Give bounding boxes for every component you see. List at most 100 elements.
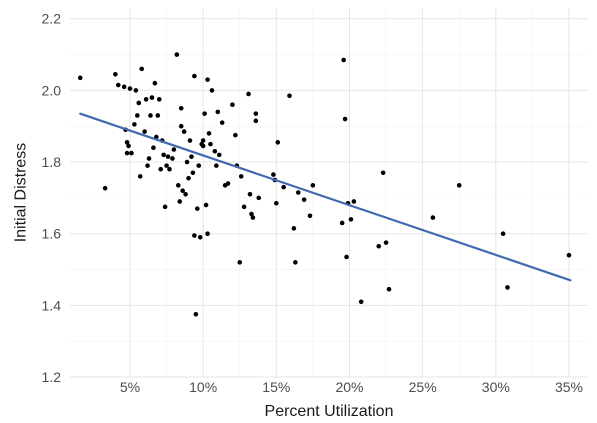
data-point: [170, 156, 175, 161]
data-point: [143, 97, 149, 102]
data-point: [250, 215, 256, 220]
data-point: [281, 184, 286, 190]
x-tick-label: 20%: [335, 379, 363, 395]
data-point: [181, 129, 187, 134]
data-point: [214, 163, 219, 168]
data-point: [183, 191, 188, 197]
data-point: [291, 226, 297, 231]
y-tick-label: 2.2: [42, 11, 62, 27]
data-point: [344, 254, 349, 260]
y-tick-label: 1.4: [42, 297, 62, 313]
data-point: [77, 75, 83, 81]
data-point: [156, 97, 162, 102]
data-point: [241, 204, 247, 210]
data-point: [162, 204, 168, 210]
data-point: [151, 145, 156, 151]
data-point: [253, 111, 259, 116]
data-point: [203, 202, 209, 208]
data-point: [216, 152, 222, 158]
data-point: [124, 150, 130, 156]
data-point: [253, 118, 259, 124]
data-point: [200, 138, 206, 143]
data-point: [161, 152, 166, 158]
data-point: [124, 140, 130, 145]
y-axis-label: Initial Distress: [13, 143, 30, 243]
data-point: [500, 231, 506, 236]
data-point: [383, 240, 389, 245]
data-point: [205, 77, 210, 82]
data-point: [190, 170, 196, 176]
x-tick-label: 25%: [409, 379, 437, 395]
data-point: [238, 174, 244, 179]
data-point: [358, 299, 364, 305]
y-tick-label: 1.2: [42, 369, 62, 385]
y-tick-labels: 1.2 1.4 1.6 1.8 2.0 2.2: [42, 11, 62, 385]
data-point: [126, 143, 131, 149]
data-point: [178, 106, 184, 111]
data-point: [184, 159, 190, 165]
x-tick-label: 30%: [482, 379, 510, 395]
data-point: [155, 113, 161, 118]
data-point: [215, 109, 221, 115]
minor-gridlines: [70, 8, 588, 377]
data-point: [139, 66, 145, 72]
data-point: [249, 211, 254, 217]
y-tick-label: 1.6: [42, 226, 62, 242]
data-point: [237, 260, 243, 265]
data-point: [293, 260, 298, 265]
data-point: [135, 113, 140, 118]
data-point: [149, 95, 155, 100]
data-point: [152, 80, 158, 86]
data-point: [195, 206, 200, 211]
data-point: [189, 154, 194, 159]
data-point: [202, 111, 207, 116]
data-point: [186, 175, 191, 181]
data-point: [225, 181, 231, 186]
major-gridlines: [70, 8, 588, 378]
data-point: [177, 199, 183, 204]
data-point: [132, 122, 137, 127]
data-point: [180, 188, 185, 194]
data-point: [167, 166, 172, 172]
data-point: [351, 199, 357, 204]
data-point: [148, 113, 153, 118]
data-point: [175, 183, 181, 188]
data-point: [164, 163, 169, 168]
data-point: [165, 154, 171, 159]
data-point: [271, 172, 276, 177]
data-point: [256, 195, 262, 201]
data-point: [192, 73, 197, 79]
data-point: [310, 183, 316, 188]
data-point: [171, 147, 177, 152]
data-point: [219, 120, 225, 125]
data-point: [275, 140, 281, 145]
data-point: [115, 82, 121, 88]
data-point: [342, 116, 348, 122]
data-point: [192, 233, 197, 238]
y-tick-label: 1.8: [42, 154, 62, 170]
data-point: [208, 141, 213, 147]
data-point: [121, 84, 127, 90]
data-point: [341, 57, 346, 63]
data-point: [376, 243, 382, 249]
data-point: [133, 88, 139, 93]
data-point: [295, 190, 301, 195]
data-point: [200, 143, 206, 149]
data-point: [209, 88, 215, 93]
data-point: [430, 215, 436, 220]
data-point: [307, 213, 313, 219]
data-point: [136, 100, 142, 106]
data-point: [212, 149, 218, 154]
data-point: [339, 220, 345, 226]
data-point: [102, 185, 108, 191]
data-point: [197, 234, 203, 240]
data-point: [196, 163, 202, 168]
data-point: [127, 86, 133, 91]
data-point: [380, 170, 386, 176]
data-point: [456, 183, 462, 188]
x-tick-label: 5%: [120, 379, 140, 395]
x-tick-label: 35%: [555, 379, 583, 395]
data-point: [137, 174, 143, 179]
data-point: [247, 191, 253, 197]
data-point: [187, 138, 193, 143]
